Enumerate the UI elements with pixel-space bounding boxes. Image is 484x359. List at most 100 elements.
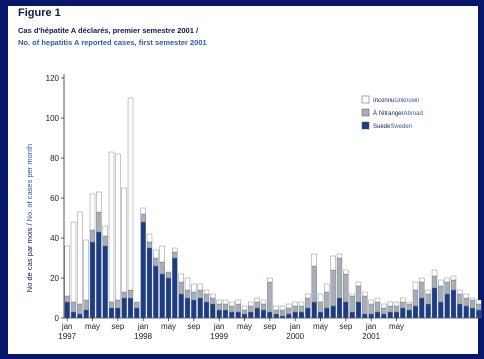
bar-suede [191,299,197,319]
y-tick-label: 80 [50,154,59,163]
y-axis-label: No de cas par mois / No. of cases per mo… [25,144,34,292]
bar-inconnu [159,245,165,263]
legend-label-fr: Inconnu [373,98,394,104]
x-tick-label-month: sep [263,322,276,331]
bar-inconnu [191,283,197,293]
bar-inconnu [305,293,311,299]
bar-etranger [286,307,292,315]
bar-suede [96,231,102,319]
bar-suede [203,301,210,319]
y-tick-label: 100 [46,114,60,123]
bar-etranger [191,291,197,301]
bar-etranger [425,293,431,305]
bar-suede [317,311,324,319]
bar-inconnu [298,301,305,307]
x-tick-label-year: 1997 [58,332,76,341]
bar-etranger [216,303,222,311]
bar-suede [368,313,374,319]
bar-inconnu [469,297,476,301]
bar-suede [241,313,248,319]
bar-suede [159,273,165,319]
bar-suede [70,311,77,319]
bar-suede [153,265,159,319]
bar-etranger [70,301,77,313]
bar-etranger [393,305,400,313]
bar-etranger [343,273,349,303]
bar-inconnu [355,281,362,287]
bar-etranger [229,305,235,313]
legend-label-en: Abroad [404,111,423,117]
y-tick-label: 40 [50,234,59,243]
bar-etranger [235,303,241,313]
bar-inconnu [412,281,419,291]
legend-label-en: Unknown [394,98,419,104]
bar-etranger [463,297,469,307]
bar-suede [457,303,463,319]
y-tick-label: 120 [46,74,60,83]
bar-suede [431,287,438,319]
bar-inconnu [121,187,127,293]
bar-inconnu [83,239,89,301]
bar-suede [197,297,203,319]
bar-inconnu [216,299,222,305]
legend-label-etranger: À l'étrangerAbroad [373,110,423,117]
bar-etranger [134,301,140,309]
legend-swatch-suede [361,121,370,130]
legend-swatch-inconnu [361,95,370,104]
bar-etranger [89,229,96,243]
bar-suede [83,309,89,319]
bar-suede [184,297,191,319]
bar-suede [115,307,121,319]
bar-inconnu [115,153,121,301]
bar-etranger [83,299,89,311]
bar-etranger [305,297,311,309]
bar-suede [260,309,267,319]
x-tick-label-month: jan [213,322,225,331]
bar-etranger [292,305,298,313]
bar-suede [381,313,387,319]
bar-suede [286,313,292,319]
bar-inconnu [178,273,184,283]
bar-etranger [165,271,172,279]
bar-suede [400,307,406,319]
bar-suede [450,289,457,319]
x-tick-label-month: sep [187,322,200,331]
bar-inconnu [184,277,191,291]
bar-etranger [178,281,184,295]
bar-suede [343,301,349,319]
bar-etranger [197,289,203,299]
bar-inconnu [273,305,279,311]
bar-etranger [431,275,438,289]
bar-etranger [159,261,165,275]
bar-suede [419,297,425,319]
bar-inconnu [374,297,381,303]
bar-suede [178,293,184,319]
bar-inconnu [260,299,267,305]
bar-inconnu [324,283,330,293]
bar-suede [77,313,83,319]
legend-label-fr: Suède [373,124,391,130]
bar-etranger [476,303,482,311]
bar-inconnu [393,301,400,307]
bar-etranger [279,309,286,317]
bar-etranger [419,281,425,299]
bar-etranger [349,295,355,313]
bar-etranger [153,257,159,267]
bar-inconnu [400,297,406,303]
bar-inconnu [336,253,343,259]
bar-inconnu [457,289,463,295]
bar-suede [444,293,450,319]
x-tick-label-month: jan [289,322,301,331]
bar-etranger [469,299,476,309]
bar-etranger [298,305,305,313]
x-tick-label-year: 2001 [362,332,380,341]
legend-label-en: Sweden [390,124,412,130]
bar-inconnu [425,289,431,295]
x-tick-label-month: may [85,322,100,331]
bar-etranger [381,307,387,315]
bar-inconnu [330,255,336,271]
bar-etranger [438,285,444,303]
bar-suede [349,311,355,319]
bar-inconnu [108,151,115,303]
